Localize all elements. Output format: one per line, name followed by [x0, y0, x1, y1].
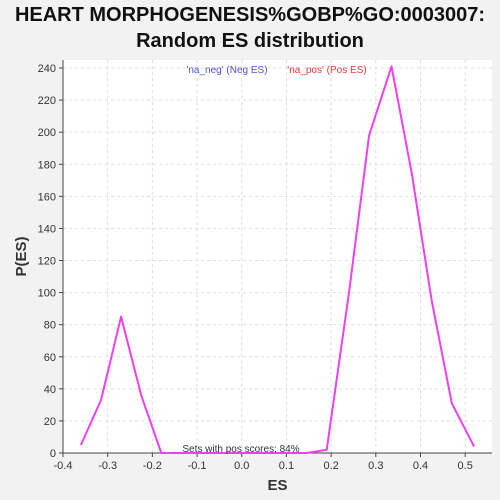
y-tick-label: 200 [38, 127, 56, 139]
x-tick-label: 0.2 [323, 460, 338, 472]
series-line-pos [79, 65, 475, 454]
x-tick-label: -0.4 [54, 460, 73, 472]
x-tick-label: 0.3 [368, 460, 383, 472]
y-tick-label: 120 [38, 256, 56, 268]
y-tick-label: 0 [50, 448, 56, 460]
y-tick-label: 100 [38, 288, 56, 300]
y-tick-label: 220 [38, 95, 56, 107]
x-axis-label: ES [267, 477, 287, 494]
x-tick-label: 0.1 [279, 460, 294, 472]
y-tick-label: 140 [38, 223, 56, 235]
axes: -0.4 -0.3 -0.2 -0.1 0.0 0.1 0.2 0.3 0.4 0.5 0 20 40 6… [38, 60, 492, 472]
annotation: Sets with pos scores: 84% [182, 444, 299, 455]
chart-title-line-2: Random ES distribution [136, 30, 364, 52]
x-tick-label: 0.5 [458, 460, 473, 472]
series-layer [79, 65, 475, 454]
y-tick-label: 40 [44, 384, 56, 396]
y-tick-label: 180 [38, 159, 56, 171]
y-tick-label: 60 [44, 352, 56, 364]
x-tick-label: -0.2 [143, 460, 162, 472]
x-tick-label: -0.3 [98, 460, 117, 472]
legend-item: 'na_pos' (Pos ES) [287, 65, 366, 76]
x-tick-label: -0.1 [188, 460, 207, 472]
x-tick-label: 0.4 [413, 460, 428, 472]
y-tick-label: 160 [38, 191, 56, 203]
chart-title: HEART MORPHOGENESIS%GOBP%GO:0003007: Ran… [0, 2, 500, 54]
y-tick-label: 20 [44, 416, 56, 428]
y-tick-label: 240 [38, 63, 56, 75]
y-axis-label: P(ES) [13, 236, 30, 276]
x-tick-label: 0.0 [234, 460, 249, 472]
legend: 'na_neg' (Neg ES) 'na_pos' (Pos ES) [186, 65, 366, 76]
legend-item: 'na_neg' (Neg ES) [186, 65, 267, 76]
y-tick-label: 80 [44, 320, 56, 332]
chart-title-line-1: HEART MORPHOGENESIS%GOBP%GO:0003007: [14, 4, 486, 26]
plot-area [63, 60, 492, 453]
